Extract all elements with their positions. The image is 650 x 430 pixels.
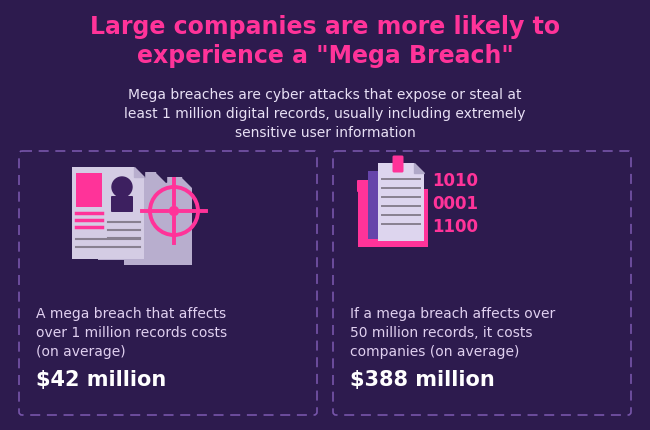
Text: 1010
0001
1100: 1010 0001 1100 [432, 172, 478, 235]
Polygon shape [156, 172, 166, 183]
Text: A mega breach that affects
over 1 million records costs
(on average): A mega breach that affects over 1 millio… [36, 306, 227, 358]
FancyBboxPatch shape [124, 178, 192, 265]
FancyBboxPatch shape [358, 190, 428, 247]
FancyBboxPatch shape [333, 152, 631, 415]
FancyBboxPatch shape [393, 156, 404, 173]
Text: $388 million: $388 million [350, 369, 495, 389]
Text: Mega breaches are cyber attacks that expose or steal at
least 1 million digital : Mega breaches are cyber attacks that exp… [124, 88, 526, 140]
Polygon shape [134, 168, 144, 178]
Text: Large companies are more likely to
experience a "Mega Breach": Large companies are more likely to exper… [90, 15, 560, 68]
FancyBboxPatch shape [111, 197, 133, 212]
FancyBboxPatch shape [98, 172, 166, 261]
Polygon shape [134, 168, 144, 178]
Circle shape [170, 207, 179, 216]
FancyBboxPatch shape [76, 174, 102, 208]
FancyBboxPatch shape [368, 172, 414, 240]
FancyBboxPatch shape [72, 168, 144, 259]
Text: If a mega breach affects over
50 million records, it costs
companies (on average: If a mega breach affects over 50 million… [350, 306, 555, 358]
FancyBboxPatch shape [357, 181, 387, 193]
Circle shape [112, 178, 132, 197]
Polygon shape [414, 164, 424, 174]
Text: $42 million: $42 million [36, 369, 166, 389]
FancyBboxPatch shape [378, 164, 424, 241]
Polygon shape [182, 178, 192, 187]
FancyBboxPatch shape [19, 152, 317, 415]
Polygon shape [414, 164, 424, 174]
